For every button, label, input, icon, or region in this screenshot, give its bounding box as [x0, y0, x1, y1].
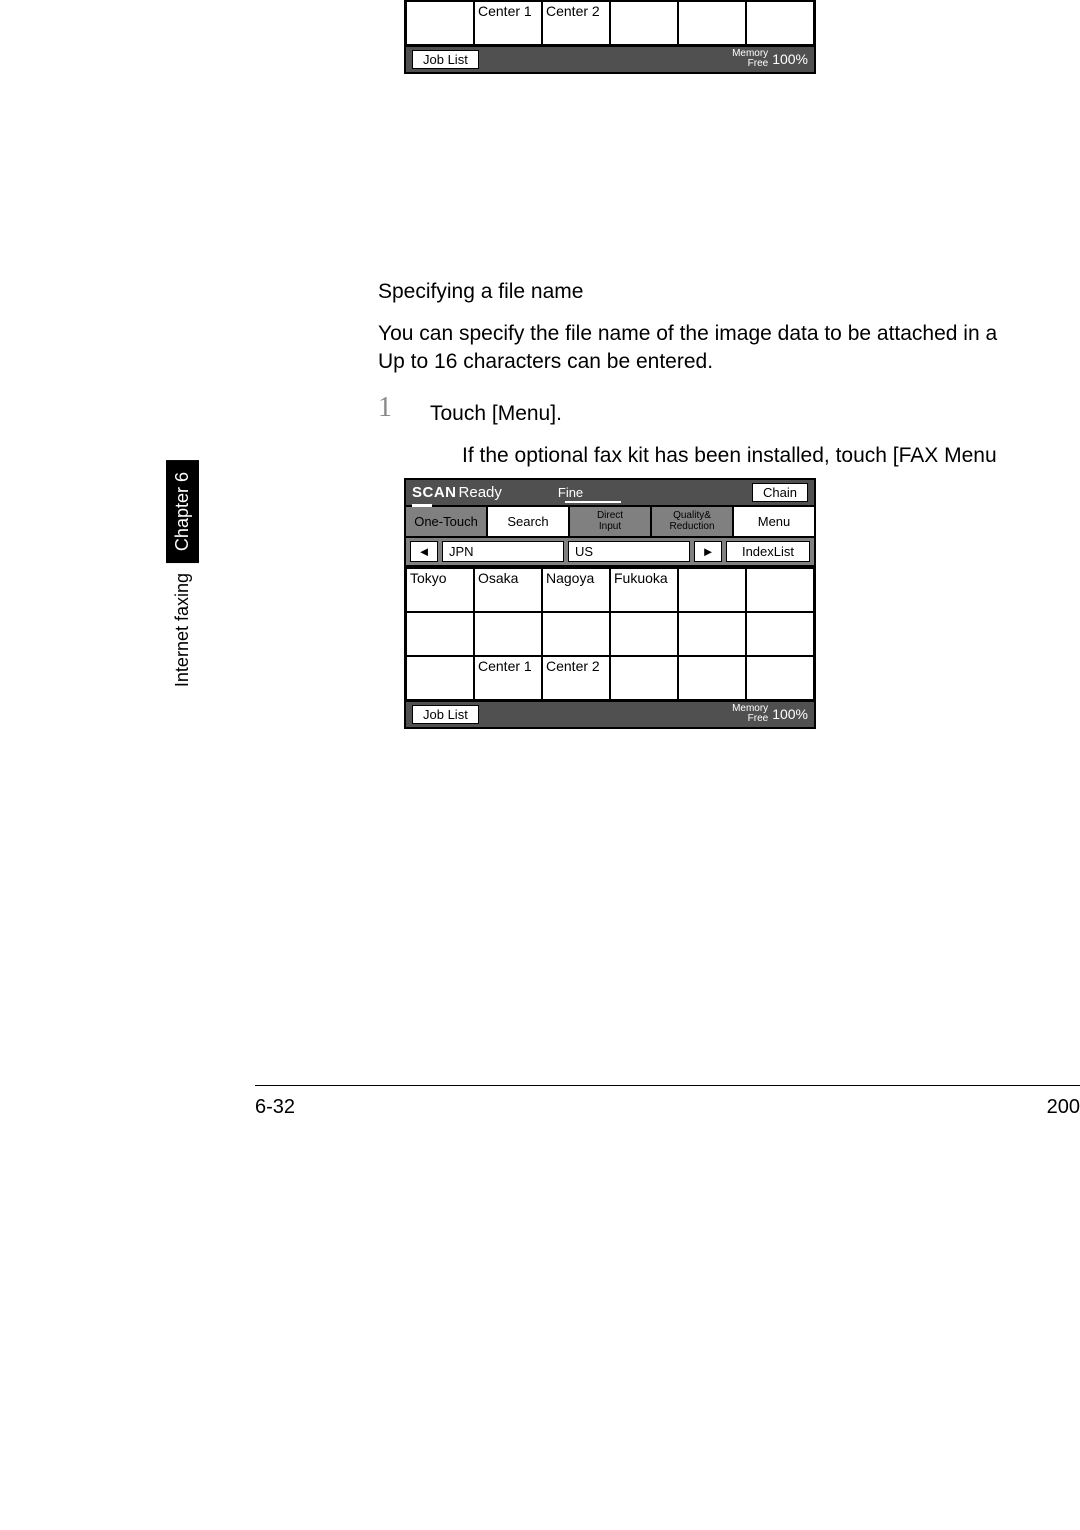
- grid-cell[interactable]: Nagoya: [542, 568, 610, 612]
- grid-cell[interactable]: [746, 568, 814, 612]
- job-list-button[interactable]: Job List: [412, 50, 479, 69]
- device-footer: Job List Memory Free 100%: [406, 700, 814, 727]
- grid-cell[interactable]: [678, 1, 746, 45]
- grid-cell[interactable]: [746, 656, 814, 700]
- grid-cell[interactable]: [746, 1, 814, 45]
- body-text-line2: Up to 16 characters can be entered.: [378, 348, 713, 376]
- grid-cell[interactable]: [610, 656, 678, 700]
- tab-direct-input-bot: Input: [599, 522, 621, 533]
- index-list-button[interactable]: IndexList: [726, 541, 810, 562]
- index-jpn-button[interactable]: JPN: [442, 541, 564, 562]
- step-1-note: If the optional fax kit has been install…: [462, 442, 997, 470]
- grid-cell[interactable]: Tokyo: [406, 568, 474, 612]
- grid-cell[interactable]: [542, 612, 610, 656]
- grid-cell[interactable]: [678, 612, 746, 656]
- memory-percent: 100%: [772, 706, 808, 722]
- device-tab-row: One-Touch Search Direct Input Quality& R…: [406, 505, 814, 538]
- device-footer: Job List Memory Free 100%: [406, 45, 814, 72]
- memory-percent: 100%: [772, 51, 808, 67]
- grid-cell[interactable]: [406, 1, 474, 45]
- page-number: 6-32: [255, 1096, 295, 1119]
- grid-cell[interactable]: [610, 1, 678, 45]
- tab-quality-bot: Reduction: [669, 522, 714, 533]
- chapter-side-tab: Chapter 6 Internet faxing: [164, 460, 200, 705]
- step-1-text: Touch [Menu].: [430, 400, 562, 428]
- grid-cell[interactable]: [610, 612, 678, 656]
- arrow-left-icon: ◄: [418, 544, 431, 559]
- onetouch-grid: Tokyo Osaka Nagoya Fukuoka Center 1 Cent…: [406, 0, 814, 45]
- grid-cell[interactable]: [678, 656, 746, 700]
- grid-cell[interactable]: Fukuoka: [610, 568, 678, 612]
- device-screenshot-top: Tokyo Osaka Nagoya Fukuoka Center 1 Cent…: [404, 0, 816, 74]
- chain-button[interactable]: Chain: [752, 483, 808, 502]
- grid-cell[interactable]: Center 2: [542, 656, 610, 700]
- tab-quality-reduction[interactable]: Quality& Reduction: [652, 507, 734, 536]
- resolution-label: Fine: [558, 485, 583, 500]
- grid-cell[interactable]: Center 2: [542, 1, 610, 45]
- chapter-label: Chapter 6: [166, 460, 199, 563]
- fine-underline-icon: [565, 501, 621, 503]
- index-row: ◄ JPN US ► IndexList: [406, 538, 814, 567]
- step-number-1: 1: [378, 392, 392, 424]
- tab-menu[interactable]: Menu: [734, 507, 814, 536]
- grid-cell[interactable]: [406, 612, 474, 656]
- footer-rule: [255, 1085, 1080, 1086]
- grid-cell[interactable]: [406, 656, 474, 700]
- grid-cell[interactable]: Center 1: [474, 1, 542, 45]
- grid-cell[interactable]: [746, 612, 814, 656]
- memory-label-bot: Free: [732, 59, 768, 69]
- ready-label: Ready: [459, 484, 502, 501]
- index-prev-button[interactable]: ◄: [410, 541, 438, 562]
- grid-cell[interactable]: [678, 568, 746, 612]
- index-next-button[interactable]: ►: [694, 541, 722, 562]
- footer-right-text: 200: [1047, 1096, 1080, 1119]
- section-heading: Specifying a file name: [378, 278, 583, 306]
- grid-cell[interactable]: Osaka: [474, 568, 542, 612]
- body-text-line1: You can specify the file name of the ima…: [378, 320, 997, 348]
- tab-one-touch[interactable]: One-Touch: [406, 507, 488, 536]
- grid-cell[interactable]: Center 1: [474, 656, 542, 700]
- tab-search[interactable]: Search: [488, 507, 570, 536]
- scan-mode-label: SCAN: [412, 484, 457, 501]
- device-screenshot-main: SCAN Ready Fine Chain One-Touch Search D…: [404, 478, 816, 729]
- tab-quality-top: Quality&: [673, 511, 711, 522]
- tab-direct-input[interactable]: Direct Input: [570, 507, 652, 536]
- tab-direct-input-top: Direct: [597, 511, 623, 522]
- job-list-button[interactable]: Job List: [412, 705, 479, 724]
- memory-label-bot: Free: [732, 714, 768, 724]
- onetouch-grid: Tokyo Osaka Nagoya Fukuoka Center 1 Cent…: [406, 567, 814, 700]
- section-label: Internet faxing: [166, 563, 199, 705]
- arrow-right-icon: ►: [702, 544, 715, 559]
- grid-cell[interactable]: [474, 612, 542, 656]
- index-us-button[interactable]: US: [568, 541, 690, 562]
- status-indicator-icon: [412, 504, 432, 507]
